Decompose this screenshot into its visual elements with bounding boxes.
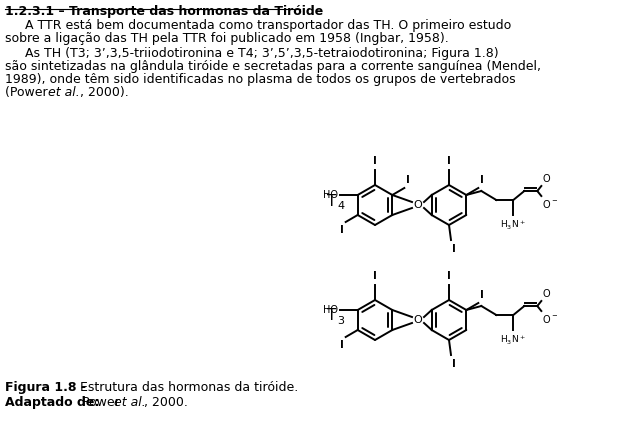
Text: 4: 4 (337, 201, 344, 211)
Text: I: I (447, 271, 451, 281)
Text: HO: HO (322, 305, 338, 315)
Text: O: O (542, 174, 550, 184)
Text: (Power: (Power (5, 86, 52, 99)
Text: 1989), onde têm sido identificadas no plasma de todos os grupos de vertebrados: 1989), onde têm sido identificadas no pl… (5, 73, 515, 86)
Text: 3: 3 (337, 316, 344, 326)
Text: et al.: et al. (48, 86, 79, 99)
Text: Power: Power (78, 396, 124, 409)
Text: O: O (542, 289, 550, 299)
Text: I: I (447, 156, 451, 166)
Text: são sintetizadas na glândula tiróide e secretadas para a corrente sanguínea (Men: são sintetizadas na glândula tiróide e s… (5, 60, 541, 73)
Text: O$^-$: O$^-$ (542, 198, 558, 210)
Text: Estrutura das hormonas da tiróide.: Estrutura das hormonas da tiróide. (76, 381, 298, 394)
Text: Adaptado de:: Adaptado de: (5, 396, 99, 409)
Text: T: T (327, 308, 337, 323)
Text: O$^-$: O$^-$ (542, 313, 558, 325)
Text: Figura 1.8 -: Figura 1.8 - (5, 381, 86, 394)
Text: As TH (T3; 3’,3,5-triiodotironina e T4; 3’,5’,3,5-tetraiodotironina; Figura 1.8): As TH (T3; 3’,3,5-triiodotironina e T4; … (5, 47, 499, 60)
Text: HO: HO (322, 190, 338, 200)
Text: I: I (480, 290, 484, 300)
Text: I: I (340, 225, 344, 235)
Text: et al.: et al. (114, 396, 146, 409)
Text: I: I (340, 340, 344, 350)
Text: I: I (480, 175, 484, 185)
Text: , 2000).: , 2000). (80, 86, 129, 99)
Text: , 2000.: , 2000. (144, 396, 188, 409)
Text: sobre a ligação das TH pela TTR foi publicado em 1958 (Ingbar, 1958).: sobre a ligação das TH pela TTR foi publ… (5, 32, 449, 45)
Text: I: I (452, 359, 456, 369)
Text: A TTR está bem documentada como transportador das TH. O primeiro estudo: A TTR está bem documentada como transpor… (5, 19, 512, 32)
Text: H$_3$N$^+$: H$_3$N$^+$ (501, 219, 526, 232)
Text: O: O (413, 200, 422, 210)
Text: I: I (406, 175, 410, 185)
Text: I: I (373, 156, 377, 166)
Text: H$_3$N$^+$: H$_3$N$^+$ (501, 334, 526, 347)
Text: I: I (373, 271, 377, 281)
Text: O: O (413, 315, 422, 325)
Text: 1.2.3.1 – Transporte das hormonas da Tiróide: 1.2.3.1 – Transporte das hormonas da Tir… (5, 5, 323, 18)
Text: T: T (327, 194, 337, 209)
Text: I: I (452, 244, 456, 254)
